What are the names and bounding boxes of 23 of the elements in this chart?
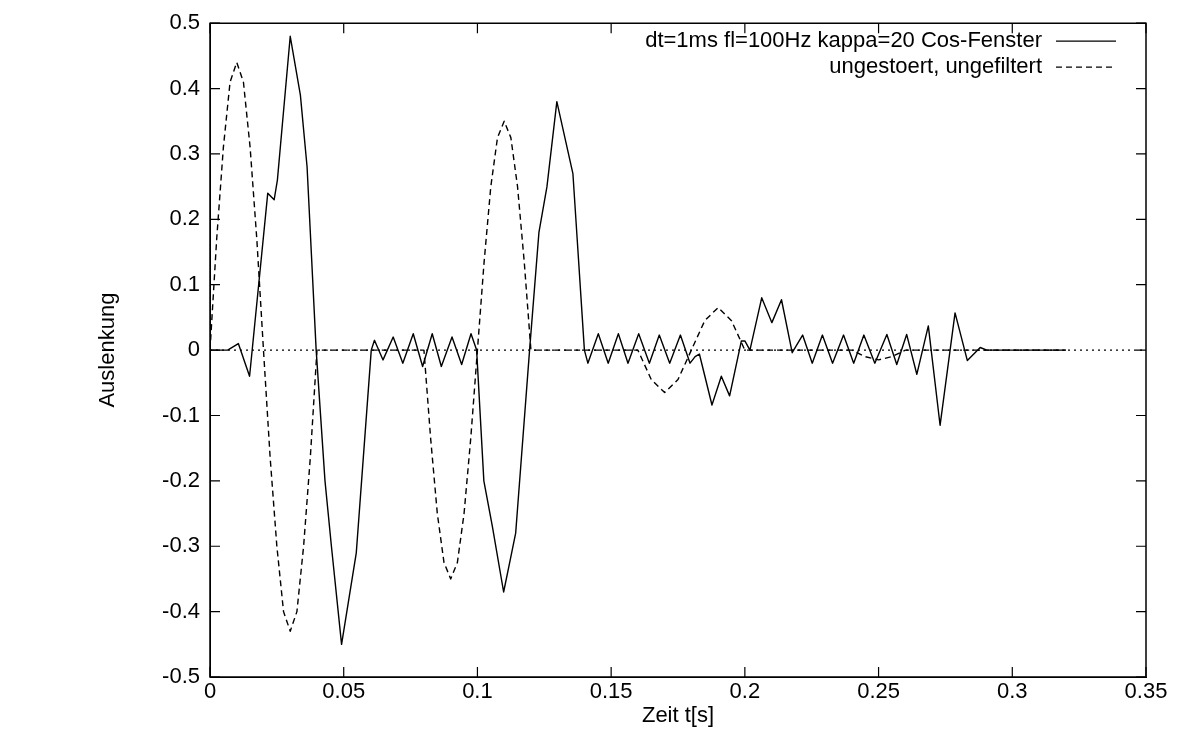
- legend-label: ungestoert, ungefiltert: [829, 53, 1042, 79]
- y-axis-title: Auslenkung: [94, 292, 120, 408]
- y-tick-label: 0.1: [169, 270, 200, 296]
- y-tick-label: 0.5: [169, 9, 200, 35]
- x-tick-label: 0.15: [589, 678, 633, 704]
- x-tick-label: 0.05: [322, 678, 366, 704]
- legend-label: dt=1ms fl=100Hz kappa=20 Cos-Fenster: [645, 27, 1042, 53]
- x-tick-label: 0.1: [462, 678, 493, 704]
- y-tick-label: -0.2: [162, 466, 200, 492]
- y-tick-label: -0.3: [162, 532, 200, 558]
- x-axis-title: Zeit t[s]: [641, 701, 715, 727]
- x-tick-label: 0.2: [729, 678, 761, 704]
- y-tick-label: -0.4: [162, 597, 200, 623]
- y-tick-label: 0.4: [169, 74, 200, 100]
- x-tick-label: 0: [203, 678, 217, 704]
- x-tick-label: 0.35: [1124, 678, 1168, 704]
- y-tick-label: -0.5: [162, 663, 200, 689]
- y-tick-label: 0: [187, 336, 200, 362]
- y-tick-label: 0.3: [169, 140, 200, 166]
- y-tick-label: -0.1: [162, 401, 200, 427]
- x-tick-label: 0.25: [857, 678, 900, 704]
- x-tick-label: 0.3: [996, 678, 1028, 704]
- y-tick-label: 0.2: [169, 205, 200, 231]
